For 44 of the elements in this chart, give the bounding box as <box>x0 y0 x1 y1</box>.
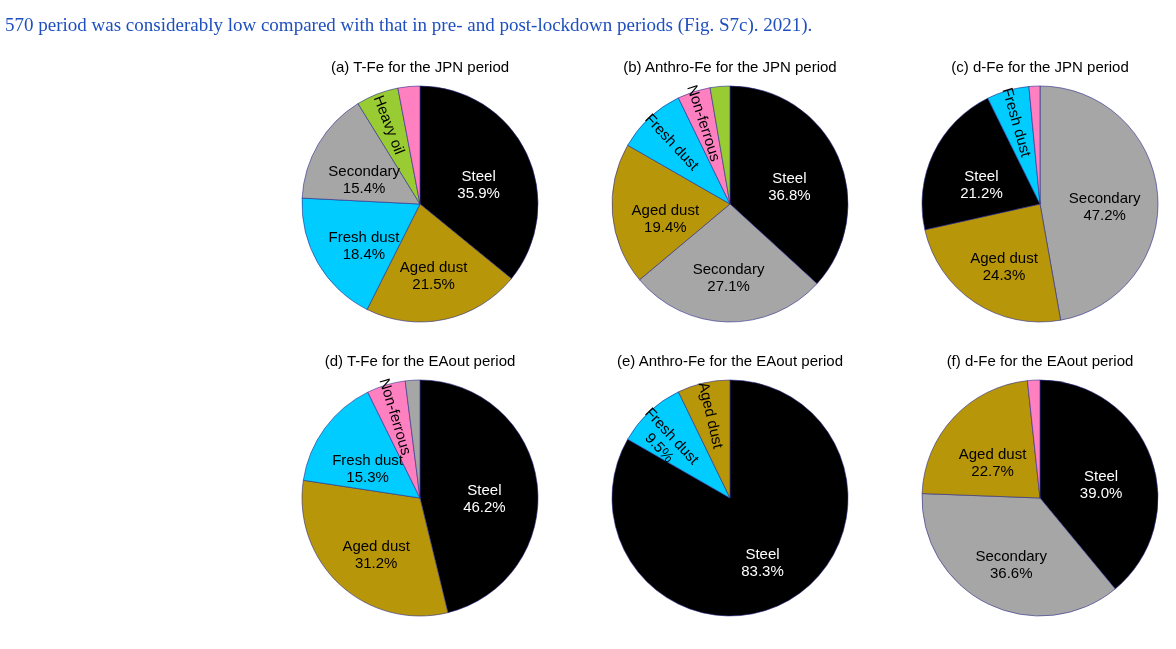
slice-label: Aged dust <box>970 249 1039 267</box>
data-label: 22.7% <box>971 461 1014 479</box>
slice-label: Steel <box>745 545 780 563</box>
slice-label: Heavy oil <box>370 92 409 157</box>
data-label: 27.1% <box>707 276 750 294</box>
slice-label: Secondary <box>975 547 1048 565</box>
slice-label: Steel <box>467 481 502 499</box>
slice-label: Fresh dust <box>999 85 1036 160</box>
data-label: 39.0% <box>1079 484 1123 502</box>
data-label: 35.9% <box>457 184 500 202</box>
data-label: 15.4% <box>342 178 386 196</box>
data-label: 47.2% <box>1083 206 1126 224</box>
data-label: 18.4% <box>342 244 386 262</box>
data-label: 21.2% <box>960 184 1003 201</box>
slice-label: Aged dust <box>399 258 469 276</box>
slice-label: Aged dust <box>631 200 700 218</box>
slice-label: Steel <box>1083 467 1119 485</box>
chart-title: (b) Anthro-Fe for the JPN period <box>623 58 837 75</box>
slice-label: Steel <box>772 168 807 186</box>
slice-label: Steel <box>964 167 999 184</box>
chart-title: (c) d-Fe for the JPN period <box>951 58 1129 75</box>
data-label: 21.5% <box>412 275 455 293</box>
data-label: 83.3% <box>741 562 784 580</box>
slice-label: Aged dust <box>958 444 1028 462</box>
text: 570 period was considerably low compared with that in pre- and post-lockdown periods (Fig. S7c). 2021). <box>5 14 813 36</box>
chart-title: (f) d-Fe for the EAout period <box>946 352 1134 369</box>
data-label: 24.3% <box>982 266 1026 284</box>
slice-label: Fresh dust <box>328 227 401 245</box>
slice-label: Aged dust <box>342 536 411 554</box>
slice-label: Steel <box>461 167 496 185</box>
slice-label: Secondary <box>328 161 401 179</box>
slice-label: Secondary <box>692 259 765 277</box>
data-label: 36.6% <box>989 564 1033 582</box>
data-label: 15.3% <box>346 467 389 485</box>
data-label: 31.2% <box>354 553 398 571</box>
slice-label: Aged dust <box>695 380 728 451</box>
chart-title: (a) T-Fe for the JPN period <box>330 58 510 75</box>
chart-title: (d) T-Fe for the EAout period <box>324 352 516 369</box>
data-label: 19.4% <box>644 217 687 235</box>
data-label: 36.8% <box>768 185 811 203</box>
chart-title: (e) Anthro-Fe for the EAout period <box>617 352 843 369</box>
data-label: 46.2% <box>463 498 506 516</box>
slice-label: Secondary <box>1068 189 1141 207</box>
pie-slice <box>611 379 849 617</box>
